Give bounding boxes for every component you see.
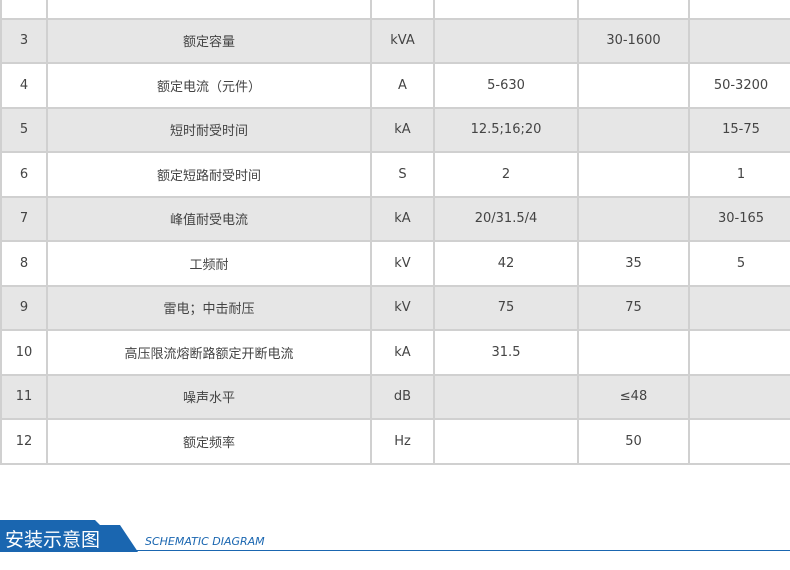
- cell-c3: [688, 284, 790, 331]
- cell-name: 峰值耐受电流: [46, 195, 372, 242]
- cell-c1: 31.5: [433, 329, 579, 376]
- cell-c3: [688, 17, 790, 64]
- cell-c3: [688, 418, 790, 465]
- section-header-tab: 安装示意图: [0, 520, 138, 552]
- cell-unit: A: [370, 62, 435, 109]
- cell-unit: Hz: [370, 418, 435, 465]
- cell-c2: [577, 151, 690, 198]
- section-title: 安装示意图: [5, 529, 101, 551]
- cell-no: 12: [0, 418, 48, 465]
- spec-table: 3 额定容量 kVA 30-1600 4 额定电流（元件） A 5-630 50-3200 5 短时…: [0, 0, 790, 465]
- cell-c2: [577, 106, 690, 153]
- cell-no: 11: [0, 373, 48, 420]
- table-row: 8 工频耐 kV 42 35 5: [0, 240, 790, 287]
- cell-c3: 15-75: [688, 106, 790, 153]
- cell-name: [46, 0, 372, 20]
- cell-c2: [577, 62, 690, 109]
- table-row: 11 噪声水平 dB ≤48: [0, 373, 790, 420]
- cell-unit: S: [370, 151, 435, 198]
- cell-c2: [577, 195, 690, 242]
- cell-no: 4: [0, 62, 48, 109]
- cell-unit: dB: [370, 373, 435, 420]
- cell-name: 高压限流熔断路额定开断电流: [46, 329, 372, 376]
- cell-c3: [688, 373, 790, 420]
- cell-unit: kV: [370, 284, 435, 331]
- cell-unit: kA: [370, 195, 435, 242]
- cell-c2: 35: [577, 240, 690, 287]
- table-row: 7 峰值耐受电流 kA 20/31.5/4 30-165: [0, 195, 790, 242]
- cell-name: 噪声水平: [46, 373, 372, 420]
- cell-name: 额定短路耐受时间: [46, 151, 372, 198]
- cell-c2: 75: [577, 284, 690, 331]
- cell-c1: [433, 418, 579, 465]
- cell-c1: [433, 373, 579, 420]
- cell-c1: [433, 17, 579, 64]
- cell-no: 7: [0, 195, 48, 242]
- table-row: 3 额定容量 kVA 30-1600: [0, 17, 790, 64]
- table-row: [0, 0, 790, 20]
- section-subtitle: SCHEMATIC DIAGRAM: [145, 535, 265, 548]
- cell-c3: 50-3200: [688, 62, 790, 109]
- table-row: 9 雷电；中击耐压 kV 75 75: [0, 284, 790, 331]
- cell-no: 3: [0, 17, 48, 64]
- cell-name: 额定容量: [46, 17, 372, 64]
- cell-unit: kA: [370, 329, 435, 376]
- cell-name: 额定频率: [46, 418, 372, 465]
- cell-c3: [688, 0, 790, 20]
- cell-c1: 5-630: [433, 62, 579, 109]
- cell-no: 6: [0, 151, 48, 198]
- cell-name: 短时耐受时间: [46, 106, 372, 153]
- cell-c1: 42: [433, 240, 579, 287]
- cell-c2: [577, 0, 690, 20]
- section-divider: [0, 550, 790, 551]
- cell-c1: 12.5;16;20: [433, 106, 579, 153]
- cell-no: 9: [0, 284, 48, 331]
- cell-c3: 5: [688, 240, 790, 287]
- cell-c3: [688, 329, 790, 376]
- cell-no: [0, 0, 48, 20]
- cell-c1: 2: [433, 151, 579, 198]
- cell-unit: [370, 0, 435, 20]
- cell-no: 5: [0, 106, 48, 153]
- cell-unit: kA: [370, 106, 435, 153]
- cell-c2: 30-1600: [577, 17, 690, 64]
- cell-unit: kV: [370, 240, 435, 287]
- table-row: 6 额定短路耐受时间 S 2 1: [0, 151, 790, 198]
- cell-c2: 50: [577, 418, 690, 465]
- cell-c3: 30-165: [688, 195, 790, 242]
- cell-c1: 20/31.5/4: [433, 195, 579, 242]
- cell-no: 10: [0, 329, 48, 376]
- cell-c2: [577, 329, 690, 376]
- cell-name: 雷电；中击耐压: [46, 284, 372, 331]
- cell-name: 工频耐: [46, 240, 372, 287]
- table-row: 10 高压限流熔断路额定开断电流 kA 31.5: [0, 329, 790, 376]
- cell-unit: kVA: [370, 17, 435, 64]
- table-row: 12 额定频率 Hz 50: [0, 418, 790, 465]
- cell-c1: 75: [433, 284, 579, 331]
- table-row: 5 短时耐受时间 kA 12.5;16;20 15-75: [0, 106, 790, 153]
- cell-c1: [433, 0, 579, 20]
- table-row: 4 额定电流（元件） A 5-630 50-3200: [0, 62, 790, 109]
- cell-c2: ≤48: [577, 373, 690, 420]
- cell-no: 8: [0, 240, 48, 287]
- cell-c3: 1: [688, 151, 790, 198]
- cell-name: 额定电流（元件）: [46, 62, 372, 109]
